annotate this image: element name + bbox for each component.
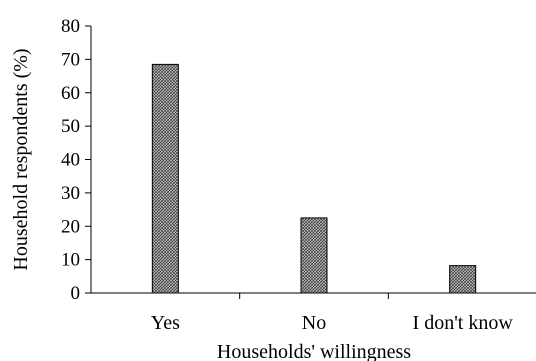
x-category-label: I don't know — [413, 312, 514, 334]
y-tick-label: 20 — [61, 216, 80, 237]
bars — [151, 63, 477, 294]
y-tick-label: 80 — [61, 16, 80, 37]
bar-i-don-t-know — [449, 265, 477, 294]
y-axis-title: Household respondents (%) — [10, 48, 32, 270]
bar-no — [300, 217, 328, 294]
bar-yes — [151, 63, 179, 294]
x-axis-ticks: Yes No I don't know — [151, 293, 514, 334]
y-tick-label: 10 — [61, 250, 80, 271]
y-tick-label: 50 — [61, 116, 80, 137]
x-axis-title: Households' willingness — [217, 341, 411, 361]
y-tick-label: 60 — [61, 83, 80, 104]
y-tick-label: 0 — [71, 283, 81, 304]
y-tick-label: 40 — [61, 150, 80, 171]
y-tick-label: 70 — [61, 49, 80, 70]
x-category-label: Yes — [151, 312, 180, 334]
x-category-label: No — [302, 312, 326, 334]
y-tick-label: 30 — [61, 183, 80, 204]
y-axis-ticks: 0 10 20 30 40 50 60 70 80 — [61, 16, 91, 304]
